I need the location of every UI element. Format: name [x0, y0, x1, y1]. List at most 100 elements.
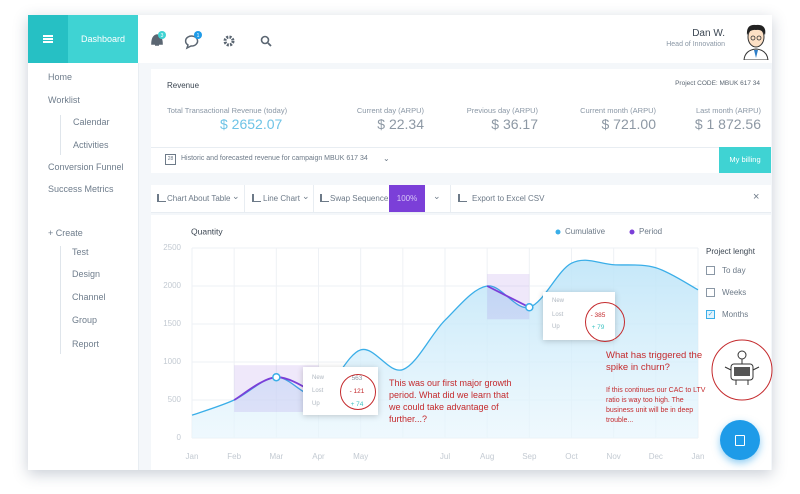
point [525, 303, 534, 312]
annotation: This was our first major growth period. … [389, 378, 512, 424]
metric-label: Current day (ARPU) [356, 106, 424, 115]
revenue-footer: Historic and forecasted revenue for camp… [181, 155, 368, 162]
metric-value: $ 721.00 [601, 116, 657, 132]
nav-item[interactable]: Activities [73, 140, 109, 150]
point [272, 372, 281, 382]
x-tick-label: May [353, 452, 368, 461]
y-tick-label: 1000 [163, 357, 181, 366]
x-tick-label: Jan [186, 452, 199, 461]
calendar-icon: 28 [165, 154, 176, 165]
zoom-select[interactable]: 100% [389, 185, 425, 212]
checkbox[interactable]: ✓ [706, 310, 715, 319]
nav-item[interactable]: Channel [72, 292, 106, 302]
chevron[interactable]: ⌄ [302, 191, 310, 201]
tooltip-label: Up [312, 401, 320, 407]
revenue-card [151, 69, 771, 173]
avatar[interactable] [740, 20, 772, 60]
toolbar-item[interactable]: Chart About Table [167, 194, 231, 203]
brand[interactable]: Dashboard [68, 15, 138, 63]
x-tick-label: Jan [692, 452, 705, 461]
checkbox[interactable] [706, 266, 715, 275]
nav-item[interactable]: Worklist [48, 95, 80, 105]
nav-item[interactable]: Conversion Funnel [48, 162, 124, 172]
chat-icon[interactable] [184, 35, 199, 50]
x-tick-label: Dec [649, 452, 663, 461]
badge-count: 3 [161, 33, 164, 39]
y-tick-label: 0 [177, 433, 182, 442]
robot-illustration [711, 339, 773, 401]
toolbar [151, 185, 771, 213]
chevron[interactable]: ⌄ [232, 191, 240, 201]
metric-label: Last month (ARPU) [695, 106, 761, 115]
divider [450, 185, 451, 212]
tooltip-label: Lost [312, 388, 324, 394]
nav-item[interactable]: Design [72, 269, 101, 279]
nav-item[interactable]: Calendar [73, 117, 110, 127]
options-title: Project lenght [706, 247, 755, 256]
tooltip-label: New [552, 298, 565, 304]
divider [244, 185, 245, 212]
nav-item[interactable]: Home [48, 72, 73, 82]
x-tick-label: Apr [312, 452, 325, 461]
x-tick-label: Aug [480, 452, 494, 461]
chevron[interactable]: ⌄ [433, 191, 441, 201]
header-icons: 3 1 [151, 31, 272, 50]
toolbar-icon [458, 194, 467, 202]
option-label[interactable]: Weeks [722, 288, 747, 297]
billing-button[interactable]: My billing [719, 147, 771, 173]
legend-dot [555, 229, 561, 235]
highlight-circle [585, 302, 625, 342]
legend-label: Cumulative [565, 227, 606, 236]
user-name: Dan W. [692, 28, 725, 39]
option-label[interactable]: To day [722, 266, 746, 275]
chevron[interactable]: ⌄ [383, 154, 390, 163]
option-label[interactable]: Months [722, 310, 749, 319]
nav-item[interactable]: Test [72, 247, 89, 257]
tooltip-label: Lost [552, 312, 564, 318]
settings-icon[interactable] [223, 35, 235, 47]
legend-dot [629, 229, 635, 235]
sidebar [28, 63, 139, 470]
toolbar-item[interactable]: Swap Sequence [330, 194, 389, 203]
y-tick-label: 500 [168, 395, 182, 404]
revenue-title: Revenue [167, 81, 200, 90]
highlight-circle [340, 374, 376, 410]
nav-item[interactable]: + Create [48, 228, 83, 238]
y-tick-label: 1500 [163, 319, 181, 328]
metric-label: Previous day (ARPU) [466, 106, 538, 115]
metric-value: $ 1 872.56 [694, 116, 761, 132]
save-button[interactable] [720, 420, 760, 460]
x-tick-label: Jul [440, 452, 450, 461]
toolbar-icon [252, 194, 261, 202]
metric-value: $ 2652.07 [220, 116, 283, 132]
x-tick-label: Nov [607, 452, 621, 461]
metric-value: $ 22.34 [377, 116, 424, 132]
nav-item[interactable]: Group [72, 315, 98, 325]
search-icon[interactable] [260, 35, 270, 45]
metric-value: $ 36.17 [491, 116, 538, 132]
project-code: Project CODE: MBUK 617 34 [675, 80, 760, 87]
toolbar-item[interactable]: Line Chart [263, 194, 300, 203]
annotation: If this continues our CAC to LTV ratio i… [606, 387, 706, 424]
badge [158, 31, 166, 39]
toolbar-item[interactable]: Export to Excel CSV [472, 194, 545, 203]
checkbox[interactable] [706, 288, 715, 297]
badge [194, 31, 202, 39]
menu-button[interactable] [28, 15, 68, 63]
x-tick-label: Feb [227, 452, 241, 461]
tooltip-label: New [312, 375, 325, 381]
legend-label: Period [639, 227, 662, 236]
close-button[interactable]: × [753, 191, 760, 203]
nav-item[interactable]: Success Metrics [48, 184, 114, 194]
toolbar-icon [320, 194, 329, 202]
user-role: Head of Innovation [666, 41, 725, 48]
x-tick-label: Mar [269, 452, 283, 461]
y-tick-label: 2000 [163, 281, 181, 290]
divider [313, 185, 314, 212]
y-tick-label: 2500 [163, 243, 181, 252]
annotation: What has triggered the spike in churn? [606, 350, 703, 373]
nav-item[interactable]: Report [72, 339, 100, 349]
toolbar-icon [157, 194, 166, 202]
metric-label: Total Transactional Revenue (today) [167, 106, 288, 115]
